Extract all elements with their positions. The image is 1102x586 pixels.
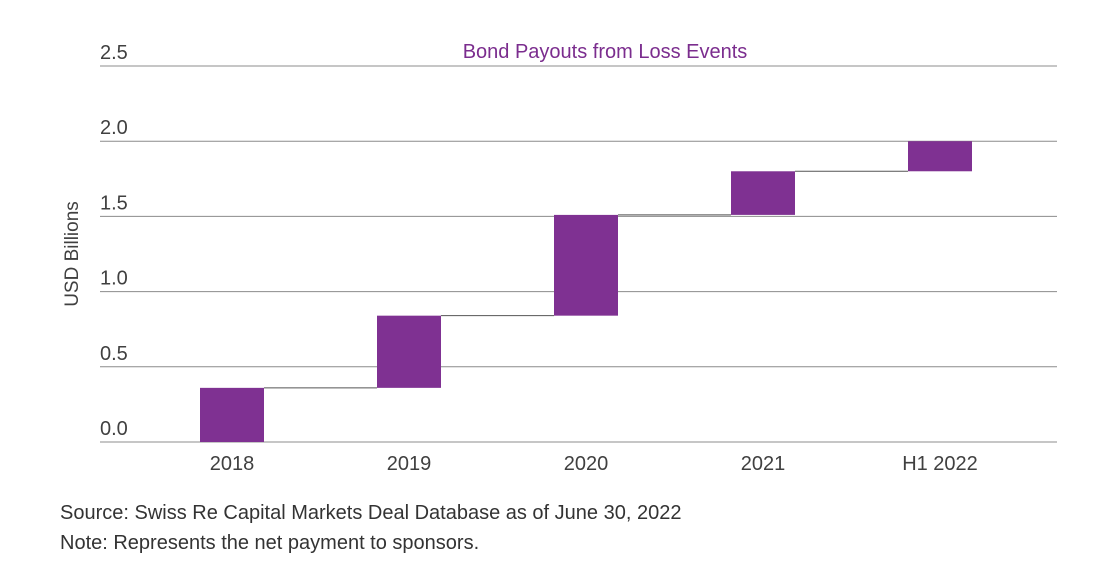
y-tick-label: 1.5 xyxy=(100,192,128,214)
y-tick-label: 2.0 xyxy=(100,117,128,139)
explanatory-note: Note: Represents the net payment to spon… xyxy=(60,532,480,554)
y-tick-label: 2.5 xyxy=(100,42,128,64)
bar-h1-2022 xyxy=(908,141,972,172)
waterfall-chart: 0.0 0.5 1.0 1.5 2.0 2.5 2018 2019 2020 2021 H1 20… xyxy=(62,41,1057,475)
x-tick-label: H1 2022 xyxy=(902,453,978,475)
bar-2020 xyxy=(554,214,618,316)
y-axis-label: USD Billions xyxy=(62,201,83,307)
connectors xyxy=(264,170,908,389)
bar-2018 xyxy=(200,387,264,442)
y-tick-label: 0.0 xyxy=(100,418,128,440)
bars xyxy=(200,141,972,442)
bar-2019 xyxy=(377,315,441,388)
chart-title: Bond Payouts from Loss Events xyxy=(463,41,748,63)
bar-2021 xyxy=(731,171,795,215)
y-tick-label: 1.0 xyxy=(100,268,128,290)
source-note: Source: Swiss Re Capital Markets Deal Da… xyxy=(60,502,682,524)
x-tick-label: 2019 xyxy=(387,453,432,475)
x-tick-label: 2021 xyxy=(741,453,786,475)
y-axis-ticks: 0.0 0.5 1.0 1.5 2.0 2.5 xyxy=(100,42,128,440)
x-tick-label: 2020 xyxy=(564,453,609,475)
x-tick-label: 2018 xyxy=(210,453,255,475)
y-tick-label: 0.5 xyxy=(100,343,128,365)
x-axis-ticks: 2018 2019 2020 2021 H1 2022 xyxy=(210,453,978,475)
